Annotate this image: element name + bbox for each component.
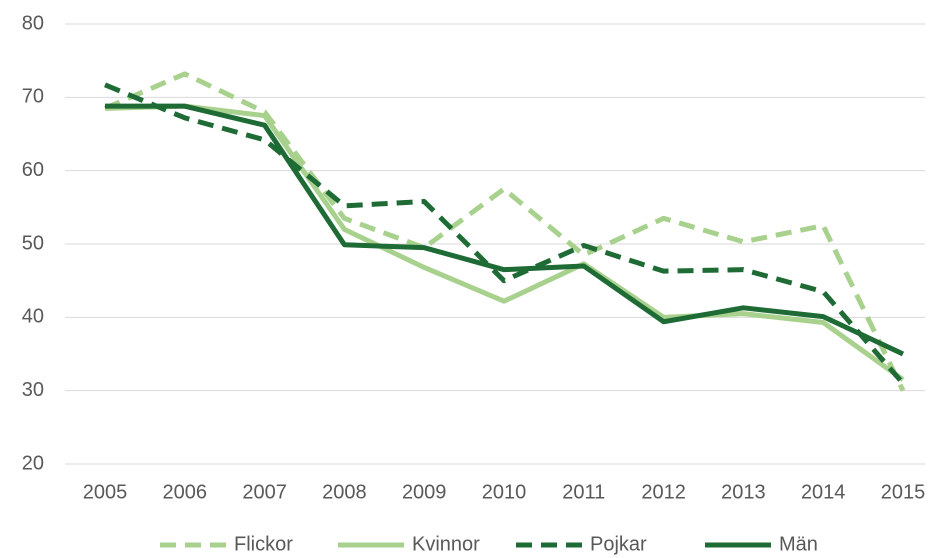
y-tick-label: 30 xyxy=(22,379,44,401)
y-tick-label: 80 xyxy=(22,12,44,34)
y-tick-label: 20 xyxy=(22,452,44,474)
series-line xyxy=(104,82,905,385)
y-tick-label: 40 xyxy=(22,306,44,328)
legend-label: Män xyxy=(779,533,818,555)
x-tick-label: 2012 xyxy=(641,481,686,503)
y-tick-label: 60 xyxy=(22,159,44,181)
x-tick-label: 2010 xyxy=(482,481,527,503)
series-line xyxy=(104,103,905,382)
legend-label: Pojkar xyxy=(590,533,647,555)
series-line xyxy=(104,71,906,392)
x-tick-label: 2007 xyxy=(242,481,287,503)
legend-label: Flickor xyxy=(234,533,293,555)
x-tick-label: 2013 xyxy=(721,481,766,503)
x-tick-label: 2014 xyxy=(801,481,846,503)
x-tick-label: 2009 xyxy=(402,481,447,503)
y-tick-label: 70 xyxy=(22,86,44,108)
x-tick-label: 2011 xyxy=(562,481,605,503)
x-tick-label: 2008 xyxy=(322,481,367,503)
y-tick-label: 50 xyxy=(22,232,44,254)
x-tick-label: 2006 xyxy=(163,481,208,503)
x-tick-label: 2005 xyxy=(83,481,128,503)
series-line xyxy=(105,103,905,357)
legend-label: Kvinnor xyxy=(412,533,480,555)
x-tick-label: 2015 xyxy=(881,481,926,503)
